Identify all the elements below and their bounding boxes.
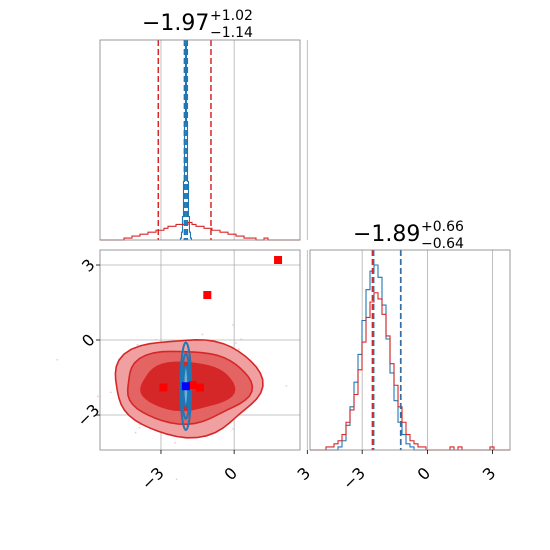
panel-2d-density — [56, 249, 308, 481]
title-param2-minus: −0.64 — [421, 236, 464, 252]
scatter-point — [175, 478, 178, 481]
tick-label-x-param2: 3 — [479, 463, 500, 484]
panel-param1-frame — [99, 39, 301, 241]
scatter-point — [232, 427, 234, 430]
scatter-point — [232, 324, 234, 326]
marker-red — [203, 291, 212, 299]
marker-red — [274, 256, 283, 264]
title-param1: −1.97 +1.02 −1.14 — [142, 8, 253, 41]
tick-label-y-param2: 3 — [78, 255, 99, 276]
scatter-point — [201, 333, 204, 336]
panel-param1-background — [100, 40, 300, 240]
title-param1-minus: −1.14 — [210, 25, 253, 41]
scatter-point — [96, 395, 99, 398]
scatter-point — [109, 391, 112, 394]
panel-param2-histogram — [309, 249, 511, 451]
scatter-point — [174, 441, 176, 444]
scatter-point — [240, 338, 243, 341]
tick-label-x-param2: −3 — [339, 463, 369, 493]
scatter-point — [136, 343, 139, 346]
marker-red — [188, 381, 197, 389]
scatter-point — [56, 358, 59, 361]
panel-param1-histogram — [99, 39, 308, 241]
tick-label-y-param2: −3 — [73, 400, 103, 430]
title-param2: −1.89 +0.66 −0.64 — [353, 219, 464, 252]
scatter-point — [235, 342, 237, 345]
title-param2-plus: +0.66 — [421, 219, 464, 235]
tick-label-x-param1: 0 — [220, 463, 241, 484]
panel-2d-frame — [99, 249, 301, 451]
scatter-point — [285, 385, 288, 387]
tick-label-x-param2: 0 — [414, 463, 435, 484]
title-param1-value: −1.97 — [142, 11, 209, 36]
marker-red — [196, 383, 204, 392]
title-param2-value: −1.89 — [353, 222, 420, 247]
scatter-point — [237, 348, 240, 351]
tick-label-x-param1: 3 — [294, 463, 315, 484]
tick-label-x-param1: −3 — [138, 463, 168, 493]
scatter-point — [155, 338, 157, 341]
title-param1-plus: +1.02 — [210, 8, 253, 24]
scatter-point — [134, 431, 137, 434]
marker-red — [159, 383, 168, 392]
marker-blue — [181, 382, 190, 391]
panel-param2-frame — [309, 249, 511, 451]
panel-param2-background — [310, 250, 510, 450]
tick-label-y-param2: 0 — [78, 330, 99, 351]
scatter-point — [138, 426, 141, 429]
